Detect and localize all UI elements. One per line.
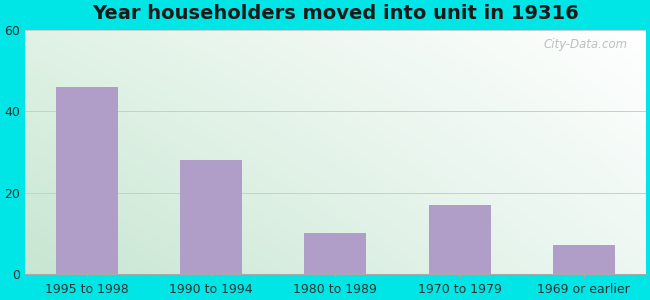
Bar (180, 160, 242, 274)
Text: City-Data.com: City-Data.com (543, 38, 627, 51)
Bar (428, 205, 491, 274)
Bar (552, 245, 615, 274)
Title: Year householders moved into unit in 19316: Year householders moved into unit in 193… (92, 4, 578, 23)
Bar (56, 87, 118, 274)
Bar (304, 233, 367, 274)
